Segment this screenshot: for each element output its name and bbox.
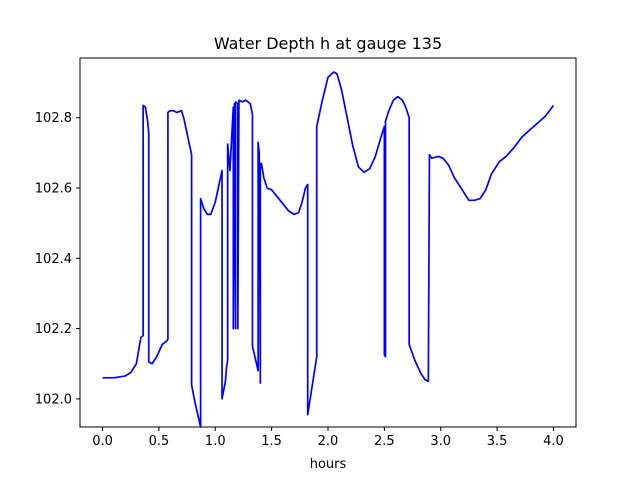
x-tick-label: 3.5 (487, 434, 508, 449)
y-tick-label: 102.2 (35, 322, 72, 337)
series-line (102, 71, 555, 428)
x-tick-label: 3.0 (430, 434, 451, 449)
series-layer (102, 71, 555, 428)
x-tick-label: 1.5 (261, 434, 282, 449)
x-tick-label: 0.5 (149, 434, 170, 449)
x-tick-label: 0.0 (92, 434, 113, 449)
chart-title: Water Depth h at gauge 135 (214, 34, 442, 53)
y-tick-label: 102.0 (35, 392, 72, 407)
x-tick-label: 1.0 (205, 434, 226, 449)
x-tick-label: 2.5 (374, 434, 395, 449)
y-tick-label: 102.6 (35, 182, 72, 197)
plot-area-frame (79, 57, 577, 428)
x-tick-label: 2.0 (318, 434, 339, 449)
y-tick-label: 102.4 (35, 252, 72, 267)
x-tick-label: 4.0 (543, 434, 564, 449)
y-axis: 102.0 102.2 102.4 102.6 102.8 (35, 111, 80, 407)
x-axis: 0.0 0.5 1.0 1.5 2.0 2.5 3.0 3.5 4.0 (92, 427, 564, 449)
y-tick-label: 102.8 (35, 111, 72, 126)
x-axis-label: hours (310, 457, 347, 472)
